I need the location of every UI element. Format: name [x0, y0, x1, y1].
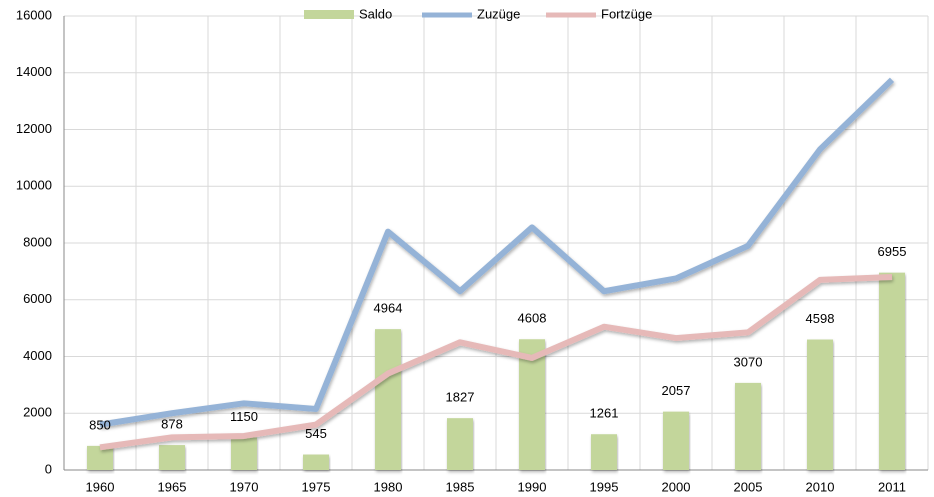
- x-tick-label: 2010: [806, 479, 835, 494]
- x-tick-label: 1990: [518, 479, 547, 494]
- data-label: 6955: [878, 244, 907, 259]
- line: [99, 274, 893, 451]
- x-tick-label: 2000: [662, 479, 691, 494]
- bar: [87, 445, 113, 470]
- x-tick-label: 2005: [734, 479, 763, 494]
- y-tick-label: 2000: [23, 405, 52, 420]
- data-label: 545: [305, 426, 327, 441]
- x-tick-label: 1995: [590, 479, 619, 494]
- bar: [303, 454, 329, 470]
- y-tick-label: 6000: [23, 291, 52, 306]
- y-tick-label: 4000: [23, 348, 52, 363]
- bar: [591, 434, 617, 470]
- x-tick-label: 2011: [878, 479, 906, 494]
- bar: [375, 329, 401, 470]
- bar: [663, 411, 689, 470]
- legend-label: Fortzüge: [601, 6, 652, 21]
- data-label: 850: [89, 417, 111, 432]
- y-tick-label: 12000: [16, 121, 52, 136]
- legend-label: Zuzüge: [477, 6, 520, 21]
- x-tick-label: 1965: [158, 479, 187, 494]
- bar: [807, 339, 833, 470]
- data-label: 2057: [662, 383, 691, 398]
- data-label: 3070: [734, 354, 763, 369]
- data-label: 4964: [374, 301, 403, 316]
- data-label: 1150: [230, 409, 258, 424]
- legend-label: Saldo: [359, 6, 392, 21]
- x-tick-label: 1980: [374, 479, 403, 494]
- data-label: 4598: [806, 311, 835, 326]
- data-label: 1261: [590, 406, 619, 421]
- y-tick-label: 16000: [16, 7, 52, 22]
- legend-swatch: [304, 10, 354, 19]
- bar: [735, 382, 761, 470]
- y-tick-label: 8000: [23, 234, 52, 249]
- bar: [231, 437, 257, 470]
- y-tick-label: 10000: [16, 178, 52, 193]
- y-tick-label: 0: [45, 461, 52, 476]
- data-label: 878: [161, 417, 183, 432]
- x-tick-label: 1975: [302, 479, 331, 494]
- x-tick-label: 1985: [446, 479, 475, 494]
- line: [99, 77, 895, 428]
- x-tick-label: 1960: [86, 479, 115, 494]
- data-label: 1827: [446, 390, 475, 405]
- bar: [159, 445, 185, 470]
- bar: [879, 272, 905, 470]
- bar: [447, 418, 473, 470]
- x-tick-label: 1970: [230, 479, 259, 494]
- bar: [519, 339, 545, 470]
- y-tick-label: 14000: [16, 64, 52, 79]
- data-label: 4608: [518, 311, 547, 326]
